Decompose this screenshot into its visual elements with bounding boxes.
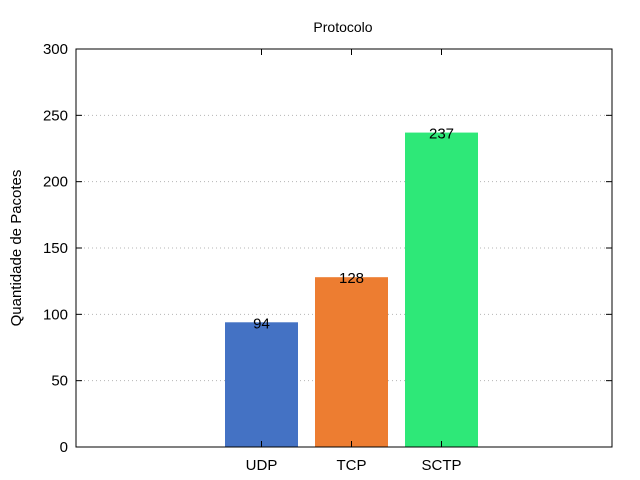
plot-frame xyxy=(75,48,613,448)
y-tick-label-250: 250 xyxy=(43,107,68,124)
bar-udp xyxy=(225,322,298,447)
y-tick-label-200: 200 xyxy=(43,174,68,191)
y-tick-label-150: 150 xyxy=(43,240,68,257)
chart-title: Protocolo xyxy=(313,19,372,35)
axes: 0 50 100 150 200 250 300 UDP TCP SCTP xyxy=(43,41,613,474)
bars xyxy=(225,132,478,447)
x-tick-label-sctp: SCTP xyxy=(421,457,461,474)
data-label-tcp: 128 xyxy=(339,270,364,287)
data-labels: 94 128 237 xyxy=(253,126,454,333)
y-tick-label-0: 0 xyxy=(60,439,68,456)
x-tick-label-udp: UDP xyxy=(246,457,278,474)
x-tick-label-tcp: TCP xyxy=(337,457,367,474)
bar-tcp xyxy=(315,277,388,447)
y-tick-label-100: 100 xyxy=(43,306,68,323)
y-tick-label-50: 50 xyxy=(51,373,68,390)
data-label-udp: 94 xyxy=(253,315,270,332)
data-label-sctp: 237 xyxy=(429,126,454,143)
y-axis-label: Quantidade de Pacotes xyxy=(8,170,25,327)
bar-sctp xyxy=(405,132,478,447)
y-tick-label-300: 300 xyxy=(43,41,68,58)
